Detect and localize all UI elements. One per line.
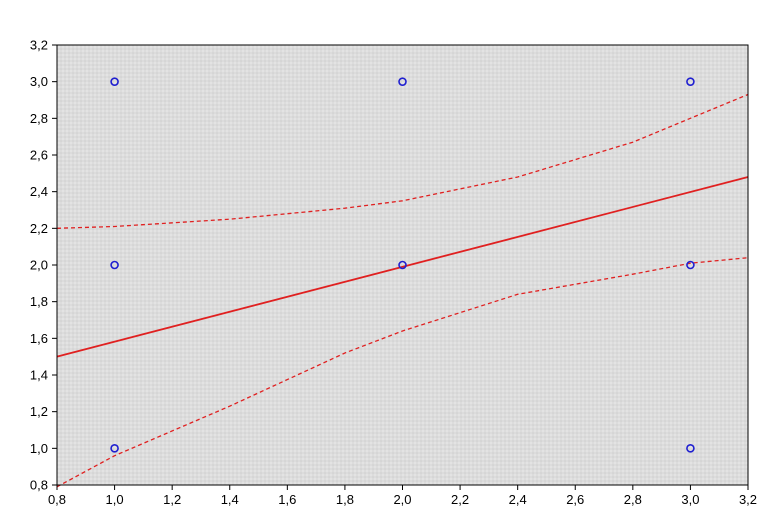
- upper-confidence-band: [56, 93, 749, 229]
- y-axis-ticks: 0,8 1,0 1,2 1,4 1,6 1,8 2,0 2,2 2,4 2,6 2,8 3,0 3,2: [30, 38, 57, 493]
- data-point: [110, 260, 119, 270]
- x-tick-label: 2,2: [451, 492, 469, 507]
- data-point: [686, 77, 695, 86]
- y-tick-label: 2,6: [30, 148, 48, 163]
- data-point: [110, 444, 119, 453]
- x-tick-label: 3,2: [739, 492, 757, 507]
- data-points: [110, 77, 695, 453]
- y-tick-label: 1,6: [30, 331, 48, 346]
- data-point: [398, 260, 407, 270]
- y-tick-label: 1,0: [30, 441, 48, 456]
- x-axis-ticks: 0,8 1,0 1,2 1,4 1,6 1,8 2,0 2,2 2,4 2,6 2,8 3,0 3,2: [48, 485, 757, 507]
- chart-title-area: [268, 4, 476, 34]
- data-point: [686, 444, 695, 453]
- x-tick-label: 1,2: [163, 492, 181, 507]
- y-tick-label: 3,0: [30, 74, 48, 89]
- y-tick-label: 1,4: [30, 368, 48, 383]
- grid-lines: [57, 45, 748, 485]
- x-tick-label: 2,8: [624, 492, 642, 507]
- x-tick-label: 1,0: [106, 492, 124, 507]
- regression-line: [56, 176, 749, 358]
- x-tick-label: 0,8: [48, 492, 66, 507]
- y-tick-label: 1,2: [30, 404, 48, 419]
- y-tick-label: 2,0: [30, 258, 48, 273]
- x-tick-label: 1,6: [278, 492, 296, 507]
- lower-confidence-band: [56, 257, 749, 488]
- y-tick-label: 0,8: [30, 478, 48, 493]
- y-tick-label: 2,2: [30, 221, 48, 236]
- y-tick-label: 2,4: [30, 184, 48, 199]
- data-point: [398, 77, 407, 86]
- x-tick-label: 2,6: [566, 492, 584, 507]
- x-tick-label: 1,4: [221, 492, 239, 507]
- data-point: [686, 260, 695, 270]
- x-tick-label: 3,0: [681, 492, 699, 507]
- y-tick-label: 1,8: [30, 294, 48, 309]
- y-tick-label: 3,2: [30, 38, 48, 53]
- regression-line-group: [56, 176, 749, 358]
- confidence-bands: [56, 93, 749, 488]
- x-tick-label: 2,0: [393, 492, 411, 507]
- y-tick-label: 2,8: [30, 111, 48, 126]
- data-point: [110, 77, 119, 86]
- x-tick-label: 2,4: [509, 492, 527, 507]
- x-tick-label: 1,8: [336, 492, 354, 507]
